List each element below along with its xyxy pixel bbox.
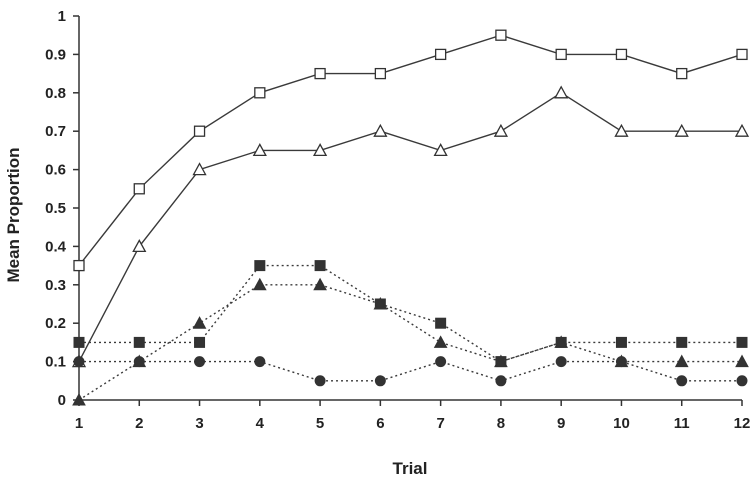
y-axis-title: Mean Proportion bbox=[4, 147, 23, 282]
x-tick-label: 10 bbox=[613, 415, 630, 432]
data-point-open-square bbox=[374, 67, 387, 80]
data-point-open-square bbox=[193, 125, 206, 137]
data-point-filled-square bbox=[314, 260, 326, 272]
data-point-open-triangle bbox=[373, 123, 388, 137]
x-axis-title: Trial bbox=[393, 459, 428, 478]
data-point-filled-circle bbox=[435, 356, 447, 368]
series-filled-circle bbox=[73, 356, 748, 387]
data-point-open-square bbox=[73, 259, 85, 272]
data-point-open-triangle bbox=[433, 143, 448, 157]
x-tick-label: 7 bbox=[436, 415, 444, 432]
y-tick-label: 0.1 bbox=[45, 354, 66, 371]
y-tick-label: 0.9 bbox=[45, 46, 66, 63]
x-tick-label: 11 bbox=[674, 415, 690, 432]
data-point-filled-square bbox=[676, 336, 688, 348]
data-point-open-triangle bbox=[192, 162, 207, 176]
x-tick-label: 2 bbox=[135, 415, 143, 432]
data-point-open-triangle bbox=[312, 143, 328, 157]
series-line-open-square bbox=[78, 34, 743, 267]
data-point-filled-circle bbox=[194, 356, 206, 368]
series-filled-square bbox=[73, 260, 748, 368]
data-point-filled-square bbox=[133, 336, 145, 348]
data-point-open-square bbox=[676, 67, 688, 80]
x-tick-label: 5 bbox=[316, 415, 324, 432]
data-point-open-square bbox=[495, 29, 507, 41]
data-point-filled-triangle bbox=[433, 335, 448, 348]
data-point-open-triangle bbox=[614, 123, 629, 137]
y-tick-label: 0.6 bbox=[45, 162, 66, 179]
y-tick-label: 0.8 bbox=[45, 85, 66, 102]
data-point-open-square bbox=[615, 48, 628, 61]
data-point-filled-triangle bbox=[72, 392, 86, 406]
data-point-open-triangle bbox=[132, 239, 147, 253]
data-point-open-square bbox=[254, 87, 266, 99]
series-line-filled-square bbox=[79, 264, 742, 363]
data-point-filled-square bbox=[254, 260, 266, 272]
data-point-open-square bbox=[133, 183, 145, 195]
x-tick-label: 6 bbox=[376, 415, 384, 432]
data-point-filled-square bbox=[194, 336, 206, 348]
x-tick-label: 9 bbox=[557, 415, 565, 432]
data-point-open-triangle bbox=[734, 123, 750, 137]
data-point-filled-triangle bbox=[313, 277, 327, 291]
y-tick-label: 0.5 bbox=[45, 200, 66, 217]
data-point-filled-triangle bbox=[494, 354, 508, 368]
data-point-filled-triangle bbox=[252, 277, 267, 291]
data-point-filled-triangle bbox=[735, 354, 749, 368]
series-layer bbox=[71, 29, 750, 406]
data-point-filled-circle bbox=[254, 356, 266, 368]
data-point-open-square bbox=[736, 48, 748, 61]
series-line-filled-triangle bbox=[78, 284, 742, 401]
series-line-open-triangle bbox=[78, 91, 742, 362]
data-point-filled-circle bbox=[314, 375, 326, 387]
series-open-triangle bbox=[71, 85, 750, 368]
data-point-filled-circle bbox=[374, 375, 386, 387]
y-tick-label: 0 bbox=[58, 392, 66, 409]
data-point-filled-square bbox=[435, 317, 447, 329]
y-tick-label: 0.7 bbox=[45, 123, 66, 140]
data-point-filled-circle bbox=[615, 356, 627, 368]
y-tick-label: 0.4 bbox=[45, 238, 67, 255]
y-tick-label: 0.3 bbox=[45, 277, 66, 294]
data-point-filled-triangle bbox=[373, 296, 388, 310]
data-point-open-square bbox=[434, 48, 447, 61]
x-tick-label: 3 bbox=[195, 415, 203, 432]
data-point-filled-circle bbox=[555, 356, 567, 368]
data-point-filled-circle bbox=[676, 375, 688, 387]
y-tick-label: 1 bbox=[58, 8, 66, 25]
tick-labels: 00.10.20.30.40.50.60.70.80.911 2 3 4 5 6 7 8 9 10… bbox=[45, 8, 750, 432]
data-point-filled-circle bbox=[133, 356, 145, 368]
data-point-open-triangle bbox=[493, 123, 509, 137]
data-point-filled-circle bbox=[495, 375, 507, 387]
data-point-open-triangle bbox=[554, 85, 569, 99]
data-point-filled-square bbox=[73, 336, 85, 348]
series-line-filled-circle bbox=[79, 360, 742, 382]
data-point-open-triangle bbox=[674, 123, 689, 137]
data-point-filled-square bbox=[615, 336, 627, 348]
data-point-open-square bbox=[555, 48, 567, 61]
axes bbox=[73, 15, 743, 406]
data-point-filled-triangle bbox=[554, 335, 569, 348]
data-point-open-triangle bbox=[252, 143, 267, 157]
x-tick-label: 4 bbox=[256, 415, 265, 432]
data-point-filled-triangle bbox=[192, 316, 207, 329]
x-tick-label: 12 bbox=[734, 415, 751, 432]
y-tick-label: 0.2 bbox=[45, 315, 66, 332]
series-open-square bbox=[73, 29, 748, 272]
data-point-filled-circle bbox=[73, 356, 85, 368]
x-tick-label: 1 bbox=[75, 415, 83, 432]
data-point-filled-square bbox=[736, 336, 748, 348]
data-point-filled-triangle bbox=[674, 354, 689, 368]
data-point-open-square bbox=[314, 67, 326, 80]
x-tick-label: 8 bbox=[497, 415, 505, 432]
data-point-filled-circle bbox=[736, 375, 748, 387]
